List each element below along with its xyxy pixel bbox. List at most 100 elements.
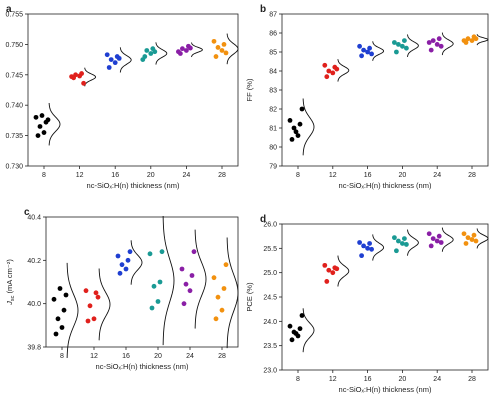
y-tick-label: 23.0 [263,368,277,375]
data-point [469,38,475,43]
data-point [369,51,374,57]
data-point [289,337,295,343]
data-point [299,313,305,318]
distribution-curve [476,228,489,249]
group-28 [211,33,239,65]
data-point [184,48,189,53]
data-point [367,45,372,51]
data-point [396,238,401,244]
group-12 [69,67,97,87]
group-20 [392,34,419,57]
x-tick-label: 12 [329,376,337,383]
group-16 [115,240,143,285]
data-point [463,241,469,246]
distribution-curve [155,42,168,65]
data-point [93,290,99,296]
data-point [119,262,125,268]
y-axis-label: Voc (V) [0,78,2,101]
x-tick-label: 16 [111,172,119,179]
data-point [176,49,181,55]
data-point [35,133,41,139]
data-point [183,281,189,287]
distribution-curve [48,102,61,146]
data-point [404,242,409,247]
data-point [359,253,364,259]
data-point [213,316,219,322]
data-point [211,38,217,44]
data-point [116,55,122,61]
x-tick-label: 24 [433,172,441,179]
y-tick-label: 79 [269,164,277,171]
x-tick-label: 28 [468,376,476,383]
y-tick-label: 0.745 [5,72,23,79]
x-tick-label: 12 [76,172,84,179]
x-tick-label: 24 [186,353,194,360]
distribution-curve [407,229,419,256]
group-8 [287,98,315,156]
data-point [402,38,407,43]
data-point [37,124,43,129]
panel-b: b 79 80 81 82 83 84 85 86 87 8 12 16 20 24 28 nc-SiOₓ:H(… [245,4,489,190]
data-point [471,232,477,238]
plot-frame [27,13,239,167]
distribution-curve [84,67,97,87]
data-point [215,45,221,50]
data-point [436,233,442,239]
x-tick-label: 12 [90,353,98,360]
y-tick-label: 0.750 [5,42,23,49]
group-20 [147,216,175,346]
data-point [45,117,51,123]
data-point [91,316,97,322]
data-point [223,50,229,56]
data-point [473,36,479,42]
x-tick-label: 8 [296,376,300,383]
data-point [59,325,65,330]
y-tick-label: 83 [269,88,277,95]
data-point [159,249,165,255]
distribution-curve [302,98,315,156]
data-point [297,121,303,127]
distribution-curve [337,255,350,287]
distribution-curve [194,229,207,329]
data-point [73,72,78,78]
data-point [123,266,129,272]
data-point [322,62,328,68]
distribution-curve [441,227,454,252]
x-axis-label: nc-SiOₓ:H(n) thickness (nm) [339,181,432,190]
x-axis-label: nc-SiOₓ:H(n) thickness (nm) [96,362,189,371]
data-point [400,241,405,246]
y-tick-label: 40.0 [27,301,41,308]
data-point [404,45,409,51]
plot-frame [281,223,489,371]
data-point [326,68,332,74]
data-point [473,238,479,244]
x-tick-label: 20 [399,172,407,179]
data-point [108,57,114,62]
x-tick-label: 16 [122,353,130,360]
x-tick-label: 20 [154,353,162,360]
data-point [293,331,299,336]
data-point [83,288,89,294]
data-point [426,40,432,45]
panel-letter: c [24,207,30,218]
panel-letter: b [260,4,266,15]
group-12 [83,268,111,341]
x-tick-label: 24 [433,376,441,383]
data-point [396,42,401,47]
data-point [392,235,397,241]
data-point [324,74,330,80]
distribution-curve [372,41,385,61]
data-point [400,43,405,49]
data-point [357,240,362,245]
data-point [434,238,440,244]
data-point [291,125,297,131]
data-point [215,294,221,300]
distribution-curve [407,34,419,57]
distribution-curve [226,33,239,65]
data-point [394,49,399,55]
data-point [295,133,301,139]
x-tick-label: 12 [329,172,337,179]
y-axis-label: PCE (%) [245,282,254,312]
data-point [293,129,299,135]
